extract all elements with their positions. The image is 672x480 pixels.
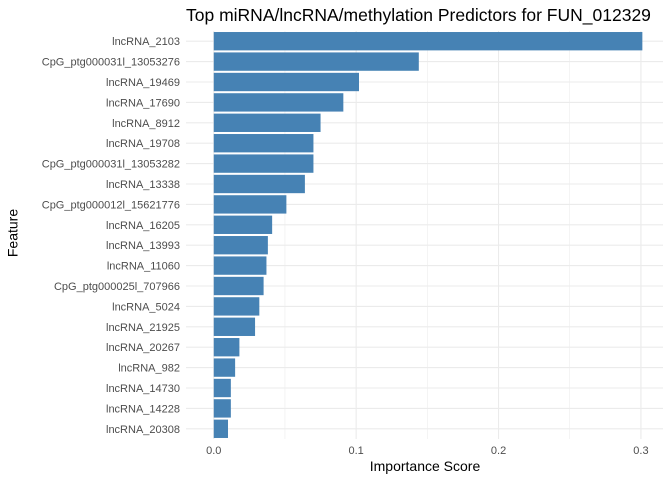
bar <box>213 317 256 336</box>
bar <box>213 154 314 173</box>
y-tick-label: lncRNA_19469 <box>106 77 180 89</box>
y-tick-label: lncRNA_13338 <box>106 179 180 191</box>
bar <box>213 215 273 234</box>
x-tick-labels: 0.0 0.1 0.2 0.3 <box>206 445 648 457</box>
y-tick-label: lncRNA_14730 <box>106 383 180 395</box>
bar <box>213 276 264 296</box>
bar <box>213 378 231 398</box>
y-tick-labels: lncRNA_2103 CpG_ptg000031l_13053276 lncRNA… <box>42 36 180 436</box>
x-tick-label: 0.0 <box>206 445 221 457</box>
bar <box>213 419 229 438</box>
bar <box>213 195 287 214</box>
y-tick-label: lncRNA_20267 <box>106 342 180 354</box>
y-tick-label: lncRNA_2103 <box>112 36 180 48</box>
y-tick-label: lncRNA_13993 <box>106 240 180 252</box>
y-tick-label: lncRNA_5024 <box>112 301 180 313</box>
y-tick-label: lncRNA_16205 <box>106 220 180 232</box>
x-tick-label: 0.2 <box>491 445 506 457</box>
bar <box>213 72 360 92</box>
bar <box>213 297 260 316</box>
y-tick-label: CpG_ptg000012l_15621776 <box>42 199 180 211</box>
y-tick-label: lncRNA_20308 <box>106 424 180 436</box>
bar <box>213 134 314 153</box>
bar <box>213 338 240 357</box>
y-tick-label: lncRNA_21925 <box>106 322 180 334</box>
bar <box>213 358 236 377</box>
bar <box>213 52 419 71</box>
bars <box>213 32 643 438</box>
x-tick-label: 0.3 <box>633 445 648 457</box>
y-tick-label: lncRNA_8912 <box>112 118 180 130</box>
y-tick-label: lncRNA_17690 <box>106 97 180 109</box>
bar <box>213 256 267 275</box>
x-tick-label: 0.1 <box>349 445 364 457</box>
y-tick-label: CpG_ptg000031l_13053276 <box>42 57 180 69</box>
y-tick-label: lncRNA_19708 <box>106 138 180 150</box>
x-axis-title: Importance Score <box>370 458 481 474</box>
bar <box>213 399 231 418</box>
bar <box>213 32 643 51</box>
y-tick-label: CpG_ptg000031l_13053282 <box>42 159 180 171</box>
bar <box>213 174 305 194</box>
y-tick-label: lncRNA_14228 <box>106 403 180 415</box>
y-axis-title: Feature <box>5 209 21 257</box>
bar <box>213 236 268 255</box>
bar <box>213 113 321 132</box>
y-tick-label: CpG_ptg000025l_707966 <box>54 281 180 293</box>
chart-title: Top miRNA/lncRNA/methylation Predictors … <box>186 5 651 26</box>
bar <box>213 93 344 112</box>
y-tick-label: lncRNA_982 <box>118 363 180 375</box>
y-tick-label: lncRNA_11060 <box>107 261 180 273</box>
